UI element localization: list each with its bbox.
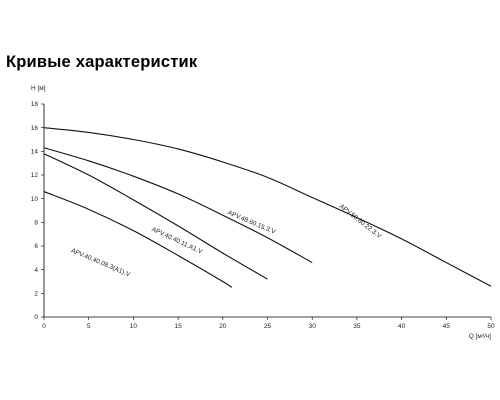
y-tick-label: 4 xyxy=(34,267,38,274)
chart-title: Кривые характеристик xyxy=(6,53,198,71)
x-tick-label: 15 xyxy=(174,323,182,330)
y-tick-label: 6 xyxy=(34,243,38,250)
curve-label-4: APV.50.80.22.3.V xyxy=(338,203,383,240)
x-tick-label: 10 xyxy=(130,323,138,330)
x-tick-label: 50 xyxy=(487,323,495,330)
x-tick-label: 0 xyxy=(42,323,46,330)
axes: 0 2 4 6 8 10 12 14 16 18 0 5 10 15 20 25 30 35 40 45 50 H [м]… xyxy=(31,85,495,340)
x-tick-label: 30 xyxy=(309,323,317,330)
curve-label-2: APV.40.40.11.A1.V xyxy=(150,226,203,256)
curve-series-4 xyxy=(43,127,492,287)
y-tick-label: 10 xyxy=(31,196,39,203)
x-tick-label: 25 xyxy=(264,323,272,330)
y-axis-label: H [м] xyxy=(31,85,46,92)
y-tick-label: 14 xyxy=(31,149,39,156)
x-tick-label: 5 xyxy=(87,323,91,330)
x-tick-label: 40 xyxy=(398,323,406,330)
curve-labels: APV.40.40.08.3(A1).V APV.40.40.11.A1.V APV… xyxy=(70,203,383,279)
curve-series-2 xyxy=(43,153,268,280)
y-tick-label: 0 xyxy=(34,314,38,321)
curve-series-1 xyxy=(43,191,233,288)
curve-label-3: APV.48.60.15.3.V xyxy=(227,209,277,236)
y-tick-label: 2 xyxy=(34,291,38,298)
x-tick-label: 45 xyxy=(443,323,451,330)
x-axis-label: Q [м³/ч] xyxy=(469,333,491,340)
curve-series-3 xyxy=(43,147,313,264)
curve-label-1: APV.40.40.08.3(A1).V xyxy=(70,247,132,278)
x-tick-label: 20 xyxy=(219,323,227,330)
x-tick-label: 35 xyxy=(353,323,361,330)
y-tick-label: 8 xyxy=(34,220,38,227)
y-tick-label: 12 xyxy=(31,172,39,179)
y-tick-label: 16 xyxy=(31,125,39,132)
curves xyxy=(43,127,492,288)
y-tick-label: 18 xyxy=(31,101,39,108)
